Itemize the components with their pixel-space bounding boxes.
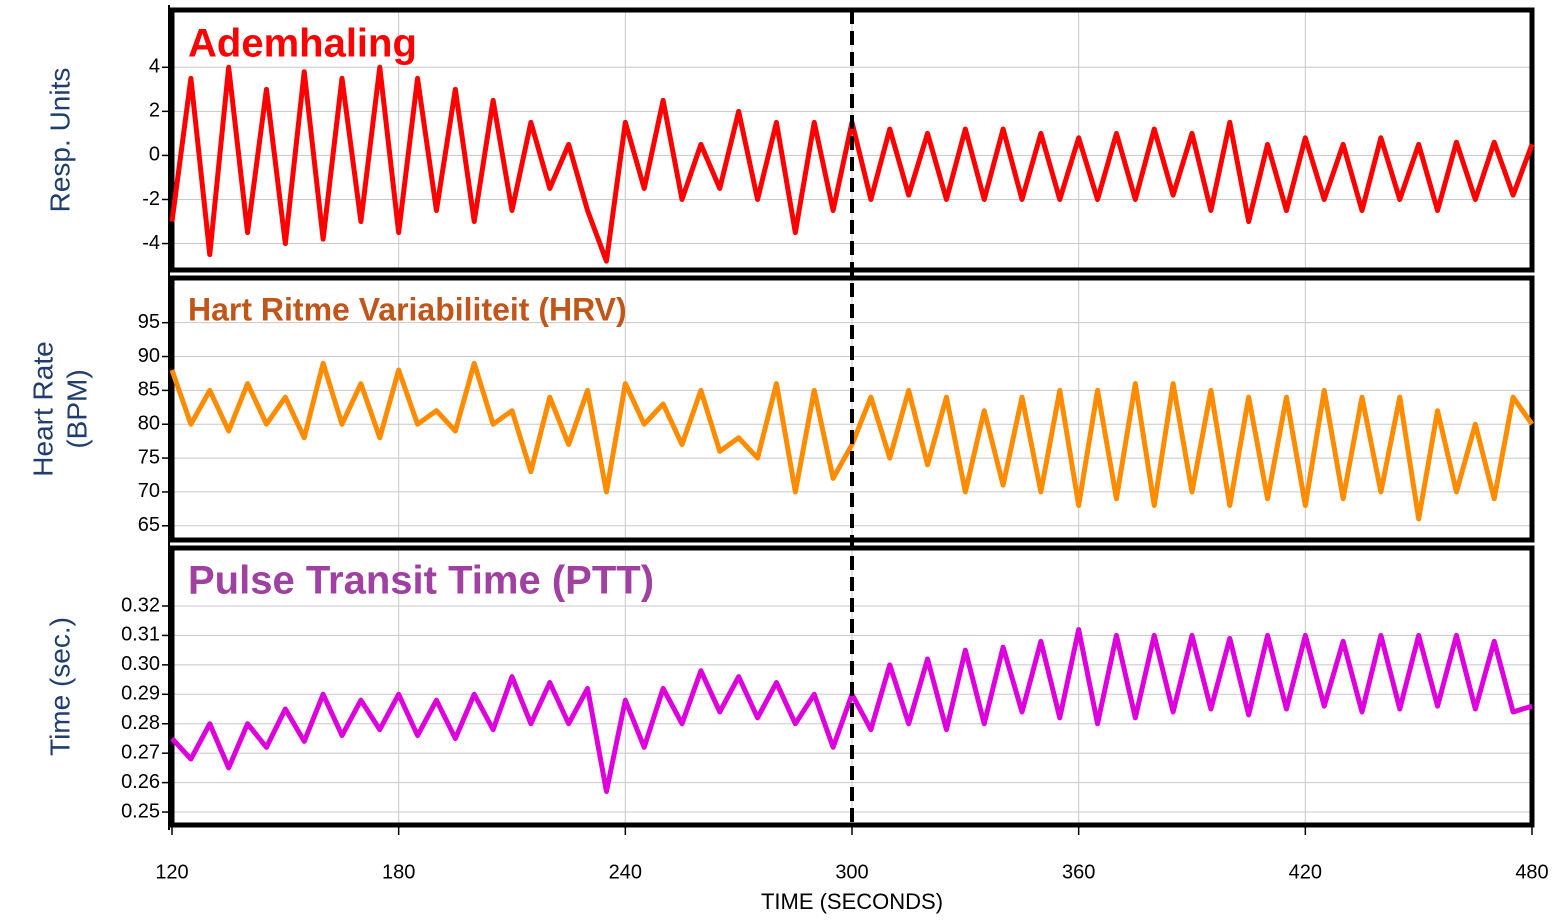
x-tick-label: 420 bbox=[1289, 861, 1322, 883]
y-tick-label: 0.31 bbox=[121, 624, 160, 646]
y-tick-label: 70 bbox=[138, 480, 160, 502]
panel-title: Ademhaling bbox=[188, 22, 417, 66]
y-axis-label: Time (sec.) bbox=[44, 617, 75, 756]
y-tick-label: 0.25 bbox=[121, 800, 160, 822]
panel-title: Pulse Transit Time (PTT) bbox=[188, 559, 654, 603]
y-tick-label: 85 bbox=[138, 379, 160, 401]
y-axis-label: (BPM) bbox=[61, 369, 92, 448]
y-tick-label: -4 bbox=[142, 232, 160, 254]
x-tick-label: 300 bbox=[835, 861, 868, 883]
y-tick-label: 80 bbox=[138, 413, 160, 435]
y-tick-label: 75 bbox=[138, 446, 160, 468]
x-tick-label: 240 bbox=[609, 861, 642, 883]
x-tick-label: 120 bbox=[155, 861, 188, 883]
y-tick-label: 0 bbox=[149, 144, 160, 166]
y-tick-label: 90 bbox=[138, 345, 160, 367]
y-axis-label: Resp. Units bbox=[44, 68, 75, 213]
y-tick-label: -2 bbox=[142, 188, 160, 210]
y-tick-label: 0.30 bbox=[121, 653, 160, 675]
y-tick-label: 0.29 bbox=[121, 683, 160, 705]
y-axis-label: Heart Rate bbox=[27, 341, 58, 476]
y-tick-label: 2 bbox=[149, 100, 160, 122]
y-tick-label: 0.27 bbox=[121, 741, 160, 763]
y-tick-label: 65 bbox=[138, 514, 160, 536]
y-tick-label: 0.28 bbox=[121, 712, 160, 734]
x-tick-label: 180 bbox=[382, 861, 415, 883]
data-line bbox=[169, 360, 1535, 522]
y-tick-label: 4 bbox=[149, 56, 160, 78]
x-tick-label: 360 bbox=[1062, 861, 1095, 883]
x-tick-label: 480 bbox=[1515, 861, 1548, 883]
panel-title: Hart Ritme Variabiliteit (HRV) bbox=[188, 291, 627, 327]
y-tick-label: 95 bbox=[138, 311, 160, 333]
y-tick-label: 0.26 bbox=[121, 771, 160, 793]
y-tick-label: 0.32 bbox=[121, 594, 160, 616]
x-axis-label: TIME (SECONDS) bbox=[761, 889, 943, 914]
